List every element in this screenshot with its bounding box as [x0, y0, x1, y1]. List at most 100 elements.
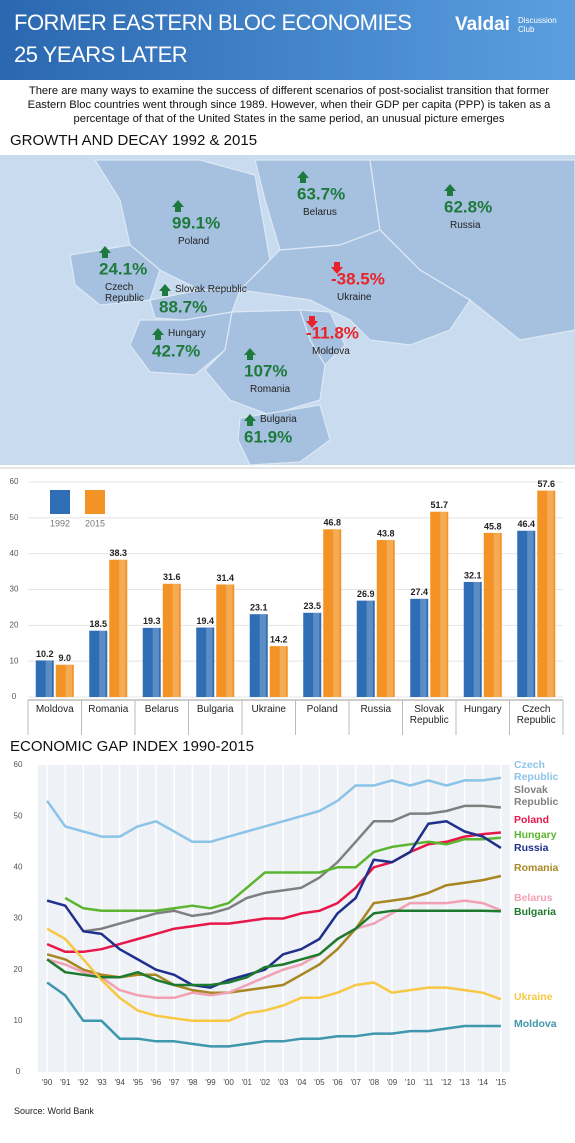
x-tick-label: '09 [387, 1078, 398, 1087]
country-name: Belarus [303, 207, 337, 218]
value-label: 26.9 [357, 589, 375, 599]
bar-highlight [493, 532, 500, 697]
bar [537, 490, 556, 697]
x-tick-label: '02 [260, 1078, 271, 1087]
country-name: Ukraine [337, 292, 372, 303]
x-tick-label: '03 [278, 1078, 289, 1087]
map-countries [69, 159, 575, 466]
bar-highlight [119, 559, 126, 697]
x-tick-label: '11 [423, 1078, 433, 1087]
x-tick-label: Russia [360, 704, 392, 715]
bar-highlight [45, 660, 52, 697]
series-label: Bulgaria [514, 906, 557, 918]
bar-highlight [99, 630, 106, 697]
value-label: 43.8 [377, 528, 395, 538]
country-shape [238, 229, 471, 346]
x-tick-label: '12 [441, 1078, 452, 1087]
x-tick-label: '98 [187, 1078, 198, 1087]
bar [89, 630, 108, 697]
bar-highlight [473, 581, 480, 697]
value-label: 10.2 [36, 649, 54, 659]
change-value: 62.8% [444, 197, 492, 216]
trend-arrow [244, 348, 256, 360]
bar [196, 627, 215, 697]
y-tick-label: 40 [14, 862, 23, 871]
trend-arrow [172, 200, 184, 212]
trend-arrow [444, 184, 456, 196]
series-label: Hungary [514, 829, 557, 841]
y-tick-label: 10 [10, 656, 19, 665]
country-name: Czech Republic [105, 282, 144, 304]
country-shape [204, 309, 326, 416]
x-tick-label: Moldova [35, 704, 74, 715]
y-tick-label: 0 [16, 1067, 21, 1076]
country-name: Bulgaria [260, 414, 297, 425]
x-tick-label: Belarus [144, 704, 179, 715]
x-tick-label: '15 [496, 1078, 507, 1087]
x-tick-label: '07 [350, 1078, 361, 1087]
bar [517, 530, 536, 697]
series-line [46, 831, 502, 954]
y-tick-label: 60 [10, 477, 19, 486]
country-name: Slovak Republic [175, 284, 247, 295]
x-tick-label: '93 [96, 1078, 107, 1087]
bar-highlight [226, 584, 233, 697]
source: Source: World Bank [14, 1106, 94, 1116]
bar-highlight [172, 583, 179, 697]
country-name: Russia [450, 220, 481, 231]
bar [55, 664, 74, 697]
value-label: 57.6 [537, 479, 555, 489]
bar [269, 646, 288, 697]
y-tick-label: 60 [14, 760, 23, 769]
logo: Valdai [455, 14, 510, 35]
bar-highlight [152, 627, 159, 697]
x-tick-label: '00 [223, 1078, 234, 1087]
value-label: 27.4 [410, 587, 428, 597]
country-shape [129, 311, 233, 376]
chart-title: ECONOMIC GAP INDEX 1990-2015 [10, 738, 254, 755]
bar-highlight [366, 600, 373, 697]
legend-label: 2015 [85, 518, 105, 528]
country-shape [237, 404, 331, 466]
bar [216, 584, 235, 697]
bar [109, 559, 128, 697]
bar [410, 598, 429, 697]
x-tick-label: '96 [151, 1078, 162, 1087]
x-tick-label: Poland [306, 704, 338, 715]
x-tick-label: Ukraine [251, 704, 286, 715]
trend-arrow [297, 171, 309, 183]
y-tick-label: 20 [14, 965, 23, 974]
bar [35, 660, 54, 697]
title-line: 25 YEARS LATER [14, 42, 188, 67]
series-label: Ukraine [514, 991, 553, 1003]
x-tick-label: Czech Republic [516, 704, 556, 726]
bar [483, 532, 502, 697]
value-label: 19.3 [143, 616, 161, 626]
trend-arrow [306, 316, 318, 328]
y-tick-label: 0 [12, 692, 17, 701]
x-tick-label: Romania [88, 704, 129, 715]
country-name: Romania [250, 384, 291, 395]
bar-highlight [206, 627, 213, 697]
bar [303, 612, 322, 697]
series-label: Russia [514, 842, 549, 854]
series-line [46, 927, 502, 1023]
x-tick-label: Slovak Republic [409, 704, 449, 726]
value-label: 18.5 [89, 619, 107, 629]
series-label: Poland [514, 814, 550, 826]
series-line [46, 981, 501, 1048]
x-tick-label: '10 [405, 1078, 416, 1087]
bar-highlight [386, 540, 393, 697]
legend-label: 1992 [50, 518, 70, 528]
bar [162, 583, 181, 697]
x-tick-label: '90 [42, 1078, 53, 1087]
change-value: 42.7% [152, 341, 200, 360]
series-label: Belarus [514, 892, 553, 904]
y-tick-label: 50 [14, 811, 23, 820]
logo-sub: Discussion Club [518, 16, 557, 34]
series-line [46, 909, 501, 987]
value-label: 31.4 [216, 573, 234, 583]
x-tick-label: '97 [169, 1078, 180, 1087]
series-label: Czech Republic [514, 759, 559, 783]
